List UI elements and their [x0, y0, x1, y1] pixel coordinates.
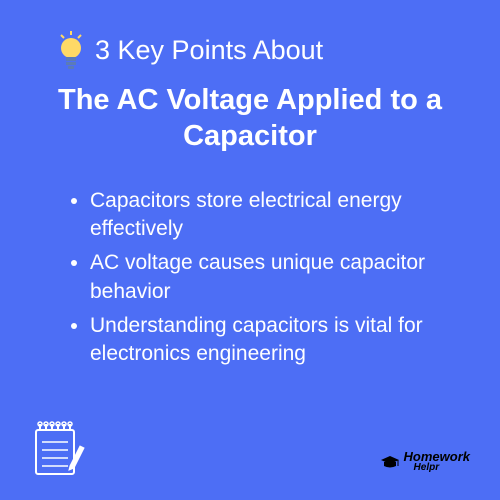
brand-text: Homework Helpr	[404, 451, 470, 472]
list-item: Capacitors store electrical energy effec…	[90, 187, 445, 244]
notepad-icon	[28, 418, 88, 478]
points-list: Capacitors store electrical energy effec…	[35, 187, 465, 369]
info-card: 3 Key Points About The AC Voltage Applie…	[0, 0, 500, 500]
pre-title: 3 Key Points About	[95, 35, 323, 66]
graduation-cap-icon	[380, 454, 400, 470]
header-row: 3 Key Points About	[55, 30, 465, 70]
brand-logo: Homework Helpr	[380, 451, 470, 472]
lightbulb-icon	[55, 30, 87, 70]
list-item: Understanding capacitors is vital for el…	[90, 312, 445, 369]
brand-name-bottom: Helpr	[414, 463, 470, 472]
main-title: The AC Voltage Applied to a Capacitor	[35, 82, 465, 155]
list-item: AC voltage causes unique capacitor behav…	[90, 249, 445, 306]
